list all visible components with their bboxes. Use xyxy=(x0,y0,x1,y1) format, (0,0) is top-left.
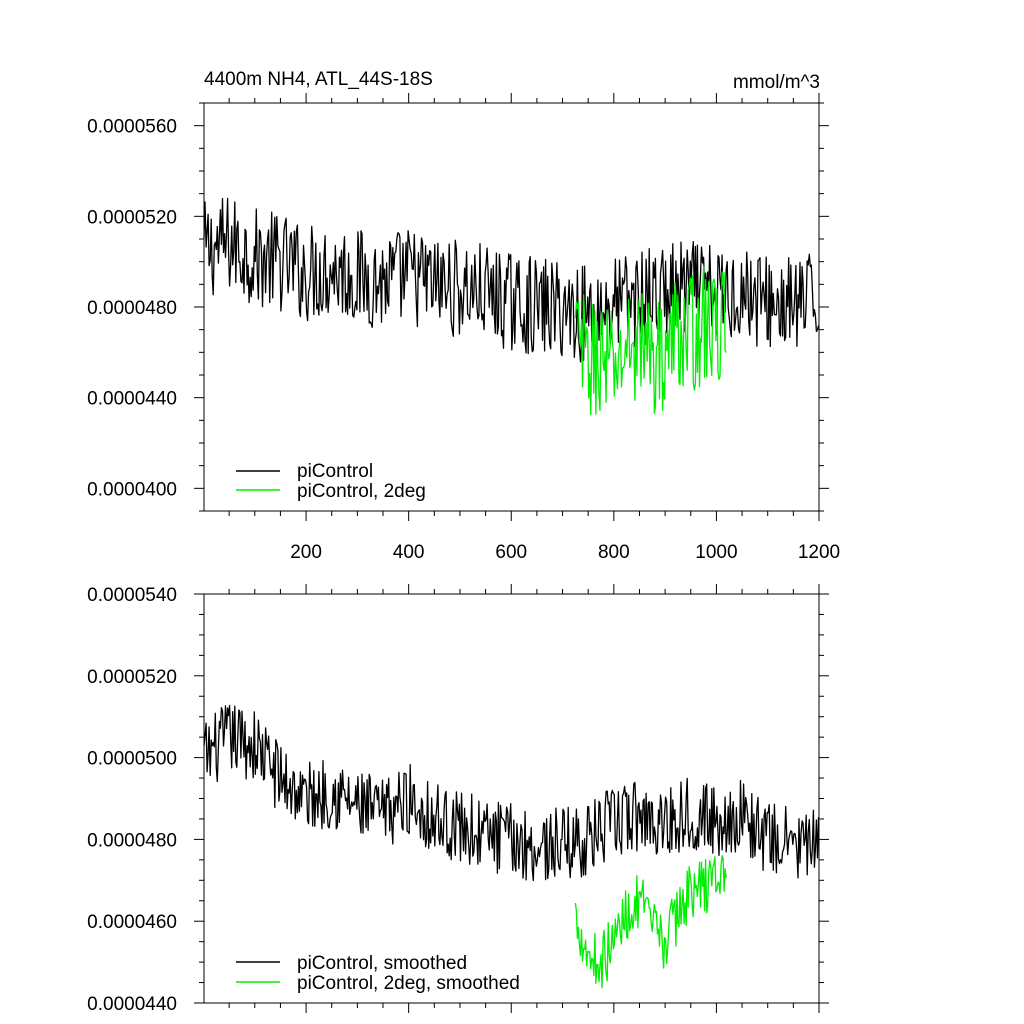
y-tick-label: 0.0000440 xyxy=(87,389,177,410)
series-line-picontrol-smoothed xyxy=(203,704,820,882)
x-tick-label: 400 xyxy=(393,542,425,563)
y-tick-label: 0.0000460 xyxy=(87,912,177,933)
y-tick-label: 0.0000520 xyxy=(87,207,177,228)
top-x-axis: 200 400 600 800 1000 1200 xyxy=(228,93,840,563)
legend-label-picontrol-2deg-smoothed: piControl, 2deg, smoothed xyxy=(297,973,520,994)
y-tick-label: 0.0000400 xyxy=(87,479,177,500)
legend-label-picontrol-smoothed: piControl, smoothed xyxy=(297,953,467,974)
top-plot-lines xyxy=(203,197,820,415)
legend-label-picontrol: piControl xyxy=(297,461,373,482)
x-tick-label: 200 xyxy=(290,542,322,563)
legend-label-picontrol-2deg: piControl, 2deg xyxy=(297,481,426,502)
x-tick-label: 600 xyxy=(495,542,527,563)
y-tick-label: 0.0000500 xyxy=(87,749,177,770)
y-tick-label: 0.0000560 xyxy=(87,117,177,138)
x-tick-label: 800 xyxy=(598,542,630,563)
series-line-picontrol-2deg xyxy=(574,265,727,415)
series-line-picontrol-2deg-smoothed xyxy=(574,855,727,989)
chart-units: mmol/m^3 xyxy=(733,72,820,93)
y-tick-label: 0.0000480 xyxy=(87,298,177,319)
series-line-picontrol xyxy=(203,197,820,363)
y-tick-label: 0.0000540 xyxy=(87,585,177,606)
bottom-legend: piControl, smoothed piControl, 2deg, smo… xyxy=(236,953,520,994)
x-tick-label: 1200 xyxy=(798,542,840,563)
y-tick-label: 0.0000480 xyxy=(87,830,177,851)
y-tick-label: 0.0000520 xyxy=(87,667,177,688)
bottom-y-axis: 0.0000440 0.0000460 0.0000480 0.0000500 0.00… xyxy=(87,585,829,1015)
bottom-panel: 0.0000440 0.0000460 0.0000480 0.0000500 0.00… xyxy=(87,584,829,1015)
top-y-axis: 0.0000400 0.0000440 0.0000480 0.0000520 0.00… xyxy=(87,102,829,512)
top-legend: piControl piControl, 2deg xyxy=(236,461,426,502)
top-panel: 200 400 600 800 1000 1200 0.00004000.00004400… xyxy=(87,93,840,563)
bottom-plot-lines xyxy=(203,704,820,989)
chart-title: 4400m NH4, ATL_44S-18S xyxy=(204,69,433,90)
y-tick-label: 0.0000440 xyxy=(87,994,177,1015)
x-tick-label: 1000 xyxy=(695,542,737,563)
bottom-x-axis xyxy=(228,584,820,1013)
